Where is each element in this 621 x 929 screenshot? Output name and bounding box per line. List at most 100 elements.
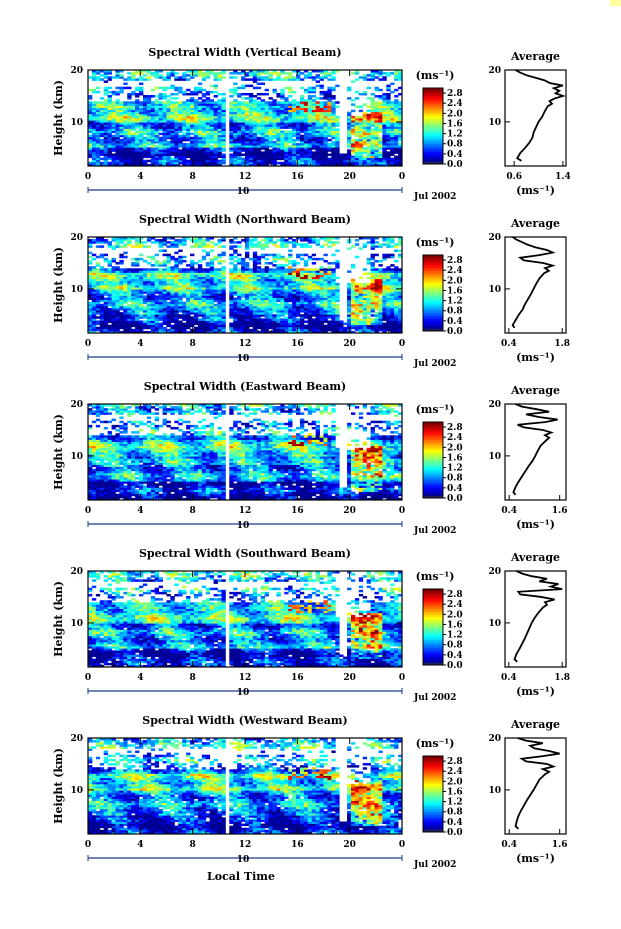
heatmap-cell [119, 159, 124, 163]
heatmap-cell [146, 147, 152, 150]
heatmap-cell [193, 88, 199, 92]
heatmap-cell [288, 159, 293, 163]
heatmap-cell [292, 90, 297, 94]
heatmap-cell [245, 105, 250, 108]
heatmap-cell [260, 126, 266, 129]
heatmap-cell [115, 105, 120, 108]
heatmap-cell [362, 111, 368, 115]
heatmap-cell [311, 157, 317, 161]
heatmap-cell [127, 78, 132, 81]
heatmap-cell [280, 149, 285, 152]
heatmap-cell [331, 113, 336, 117]
heatmap-cell [331, 122, 336, 125]
heatmap-cell [99, 151, 105, 154]
heatmap-cell [166, 136, 171, 140]
heatmap-cell [131, 145, 136, 148]
heatmap-cell [323, 130, 328, 134]
heatmap-cell [158, 122, 163, 125]
heatmap-cell [139, 134, 144, 138]
heatmap-cell [103, 74, 109, 77]
heatmap-cell [233, 161, 238, 165]
heatmap-cell [233, 134, 238, 138]
heatmap-cell [248, 103, 254, 106]
heatmap-cell [178, 128, 183, 131]
heatmap-cell [252, 145, 258, 148]
heatmap-cell [135, 78, 140, 81]
heatmap-cell [241, 161, 246, 165]
heatmap-cell [154, 130, 160, 134]
heatmap-cell [256, 151, 262, 154]
heatmap-cell [154, 151, 160, 154]
heatmap-cell [229, 140, 234, 144]
heatmap-cell [288, 155, 293, 159]
heatmap-cell [268, 159, 273, 163]
heatmap-cell [135, 101, 140, 104]
heatmap-cell [170, 103, 175, 106]
heatmap-cell [268, 118, 273, 121]
heatmap-cell [217, 113, 222, 117]
heatmap-cell [111, 257, 116, 261]
heatmap-cell [233, 264, 238, 267]
heatmap-cell [335, 136, 340, 140]
heatmap-cell [319, 113, 324, 117]
heatmap-cell [186, 163, 191, 167]
heatmap-cell [307, 255, 313, 259]
heatmap-cell [166, 78, 171, 81]
heatmap-cell [193, 326, 199, 330]
heatmap-cell [292, 268, 297, 271]
heatmap-cell [142, 95, 148, 98]
heatmap-cell [272, 136, 277, 140]
heatmap-cell [347, 155, 352, 159]
heatmap-cell [272, 157, 277, 161]
heatmap-cell [233, 101, 238, 104]
heatmap-cell [272, 147, 277, 150]
heatmap-cell [103, 105, 109, 108]
heatmap-cell [139, 122, 144, 125]
heatmap-cell [288, 111, 293, 115]
heatmap-cell [193, 157, 199, 161]
heatmap-cell [241, 143, 246, 146]
heatmap-cell [107, 324, 112, 328]
heatmap-cell [272, 103, 277, 106]
heatmap-cell [343, 161, 348, 165]
heatmap-cell [174, 136, 179, 140]
heatmap-cell [197, 153, 203, 156]
heatmap-cell [311, 90, 317, 94]
heatmap-cell [260, 105, 266, 108]
heatmap-cell [311, 115, 317, 119]
heatmap-cell [115, 130, 120, 134]
heatmap-cell [91, 72, 97, 75]
heatmap-cell [162, 151, 167, 154]
heatmap-cell [131, 115, 136, 119]
heatmap-cell [276, 145, 281, 148]
heatmap-cell [158, 138, 163, 142]
heatmap-cell [237, 128, 242, 131]
heatmap-cell [213, 78, 218, 81]
heatmap-cell [378, 95, 383, 98]
heatmap-cell [280, 124, 285, 127]
heatmap-cell [260, 92, 266, 96]
heatmap-cell [182, 132, 187, 136]
heatmap-cell [245, 103, 250, 106]
heatmap-cell [193, 155, 199, 159]
heatmap-cell [264, 107, 269, 111]
heatmap-cell [88, 153, 93, 156]
heatmap-cell [319, 143, 324, 146]
heatmap-cell [213, 159, 218, 163]
heatmap-cell [135, 88, 140, 92]
heatmap-cell [229, 155, 234, 159]
heatmap-cell [264, 124, 269, 127]
heatmap-cell [174, 153, 179, 156]
heatmap-cell [272, 149, 277, 152]
heatmap-cell [115, 163, 120, 167]
heatmap-cell [237, 101, 242, 104]
heatmap-cell [131, 78, 136, 81]
heatmap-cell [107, 128, 112, 131]
heatmap-cell [331, 78, 336, 81]
heatmap-cell [245, 115, 250, 119]
heatmap-cell [217, 143, 222, 146]
heatmap-cell [292, 239, 297, 242]
heatmap-cell [256, 92, 262, 96]
heatmap-cell [264, 126, 269, 129]
heatmap-cell [245, 72, 250, 75]
